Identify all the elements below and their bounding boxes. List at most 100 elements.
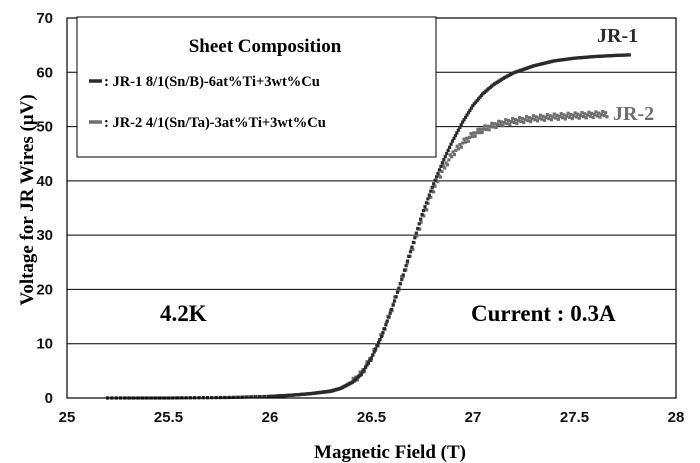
data-point — [465, 113, 469, 117]
y-tick-label: 60 — [36, 64, 53, 81]
data-point — [365, 363, 369, 367]
data-point — [447, 158, 451, 162]
data-point — [400, 278, 404, 282]
data-point — [388, 311, 392, 315]
data-point — [456, 128, 460, 132]
data-point — [527, 116, 531, 120]
data-point — [494, 125, 498, 130]
data-point — [484, 127, 488, 132]
data-point — [405, 261, 409, 265]
data-point — [524, 115, 529, 119]
data-point — [363, 365, 368, 369]
data-point — [232, 395, 236, 399]
data-point — [545, 113, 549, 117]
data-point — [392, 299, 397, 303]
x-tick-label: 27.5 — [560, 409, 589, 426]
data-point — [450, 155, 454, 159]
data-point — [534, 115, 538, 119]
x-axis-label: Magnetic Field (T) — [314, 442, 466, 463]
data-point — [436, 171, 440, 175]
data-point — [351, 376, 355, 380]
data-point — [401, 273, 405, 277]
data-point — [603, 111, 608, 115]
x-tick-label: 25 — [59, 409, 76, 426]
y-tick-label: 70 — [36, 10, 53, 27]
data-point — [391, 303, 395, 307]
data-point — [577, 116, 581, 120]
data-point — [569, 112, 573, 117]
data-point — [395, 290, 400, 294]
data-point — [579, 113, 583, 117]
data-point — [449, 142, 453, 146]
data-point — [466, 111, 471, 115]
data-point — [469, 131, 473, 136]
y-tick-label: 40 — [36, 173, 53, 190]
data-point — [498, 123, 502, 127]
data-point — [262, 394, 266, 399]
data-point — [382, 327, 386, 331]
data-point — [529, 119, 533, 124]
data-point — [433, 184, 437, 188]
data-point — [479, 93, 484, 98]
data-point — [544, 115, 548, 120]
data-point — [599, 112, 604, 116]
data-point — [548, 114, 552, 118]
data-point — [372, 350, 376, 354]
data-point — [468, 135, 472, 139]
data-point — [486, 124, 490, 128]
data-point — [558, 114, 562, 119]
data-point — [236, 395, 240, 399]
data-point — [462, 118, 466, 122]
data-point — [627, 53, 631, 57]
data-point — [477, 131, 481, 135]
data-point — [552, 112, 556, 116]
data-point — [452, 136, 456, 140]
data-point — [381, 331, 385, 335]
data-point — [420, 212, 424, 217]
data-point — [505, 121, 509, 126]
y-tick-label: 0 — [45, 390, 53, 407]
data-point — [431, 190, 436, 194]
data-point — [509, 119, 513, 124]
data-point — [255, 395, 260, 399]
data-point — [506, 119, 511, 123]
legend-entry-jr2: : JR-2 4/1(Sn/Ta)-3at%Ti+3wt%Cu — [104, 115, 326, 131]
data-point — [377, 341, 381, 345]
x-tick-labels: 25 25.5 26 26.5 27 27.5 28 — [59, 409, 685, 426]
data-point — [398, 282, 402, 286]
data-point — [448, 145, 452, 149]
data-point — [472, 131, 476, 135]
data-point — [476, 127, 480, 131]
data-point — [463, 140, 468, 144]
data-point — [411, 240, 415, 245]
data-point — [397, 288, 401, 292]
data-point — [590, 111, 594, 116]
data-point — [461, 120, 465, 124]
data-point — [516, 118, 520, 123]
data-point — [476, 97, 481, 101]
data-point — [587, 110, 591, 114]
data-point — [537, 116, 541, 120]
data-point — [445, 151, 449, 156]
data-point — [379, 334, 384, 339]
y-axis-label: Voltage for JR Wires (μV) — [17, 94, 38, 305]
data-point — [580, 111, 584, 115]
data-point — [369, 356, 373, 360]
legend-title: Sheet Composition — [189, 36, 342, 57]
data-point — [469, 106, 473, 110]
data-point — [475, 98, 479, 103]
data-point — [258, 395, 262, 399]
data-point — [355, 378, 359, 382]
data-point — [554, 116, 558, 120]
data-point — [458, 125, 462, 130]
data-point — [473, 134, 477, 138]
data-point — [519, 119, 523, 124]
data-point — [573, 111, 577, 115]
data-point — [243, 395, 247, 399]
data-point — [555, 113, 559, 117]
data-point — [584, 116, 588, 120]
data-point — [461, 141, 465, 145]
data-point — [436, 180, 440, 184]
data-point — [401, 275, 405, 279]
